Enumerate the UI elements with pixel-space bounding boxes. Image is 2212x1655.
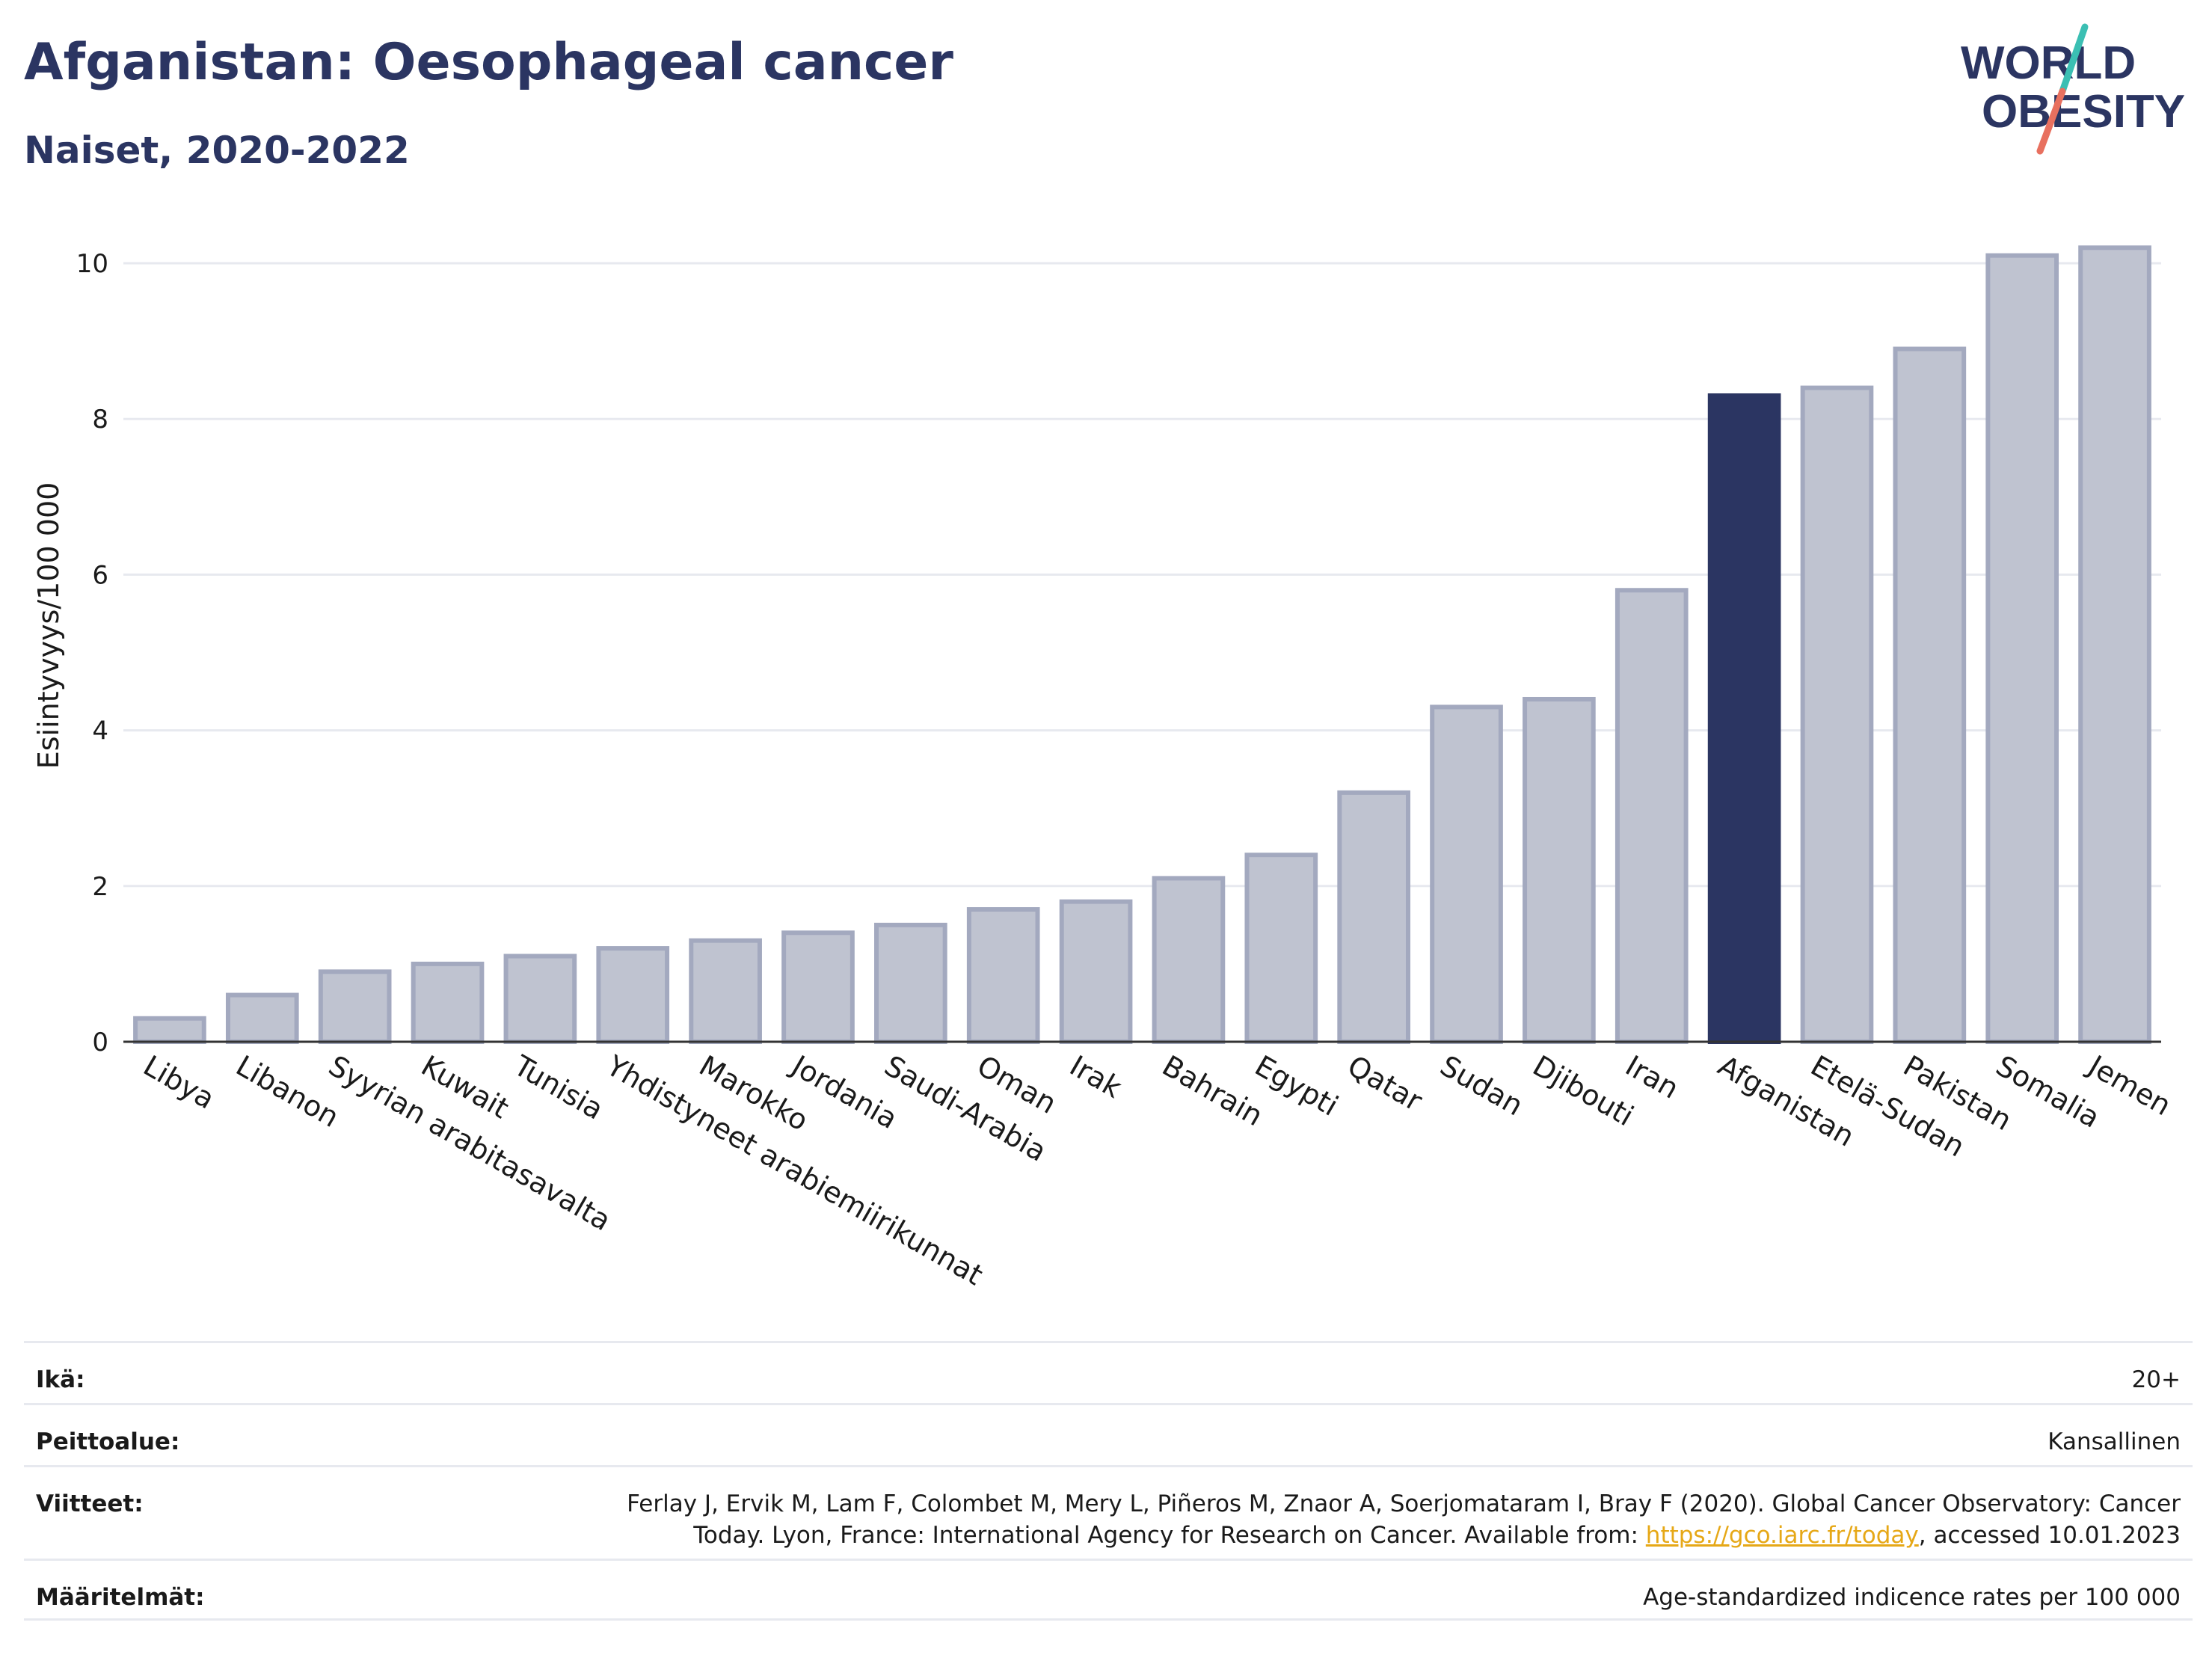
meta-value: Age-standardized indicence rates per 100… — [1643, 1584, 2181, 1611]
x-tick-label: Libanon — [230, 1049, 344, 1134]
bar-afganistan — [1707, 393, 1781, 1044]
x-tick-label: Iran — [1620, 1049, 1684, 1105]
bar-bahrain — [1152, 876, 1226, 1045]
bar-etel-sudan — [1800, 385, 1874, 1044]
x-tick-label: Bahrain — [1157, 1049, 1268, 1133]
y-tick-label: 6 — [92, 560, 108, 590]
page-title: Afganistan: Oesophageal cancer — [24, 33, 953, 92]
y-tick-label: 10 — [76, 249, 108, 279]
bar-marokko — [689, 938, 762, 1044]
y-axis-title: Esiintyvyys/100 000 — [32, 482, 65, 770]
x-tick-label: Djibouti — [1527, 1049, 1639, 1133]
x-tick-label: Qatar — [1342, 1049, 1428, 1118]
y-tick-label: 4 — [92, 716, 108, 746]
bar-saudi-arabia — [874, 922, 947, 1045]
meta-value: Ferlay J, Ervik M, Lam F, Colombet M, Me… — [627, 1467, 2181, 1551]
bar-irak — [1059, 899, 1133, 1044]
meta-label: Ikä: — [36, 1366, 85, 1393]
x-tick-label: Irak — [1064, 1049, 1127, 1105]
bar-libanon — [225, 992, 299, 1044]
meta-label: Peittoalue: — [36, 1428, 180, 1455]
logo-slash-teal — [2059, 23, 2089, 95]
meta-row-age: Ikä: 20+ — [24, 1341, 2193, 1403]
y-tick-label: 8 — [92, 405, 108, 435]
x-tick-label: Etelä-Sudan — [1805, 1049, 1970, 1164]
meta-row-coverage: Peittoalue: Kansallinen — [24, 1403, 2193, 1465]
world-obesity-logo: WORLD OBESITY — [1961, 23, 2185, 155]
x-tick-label: Sudan — [1435, 1049, 1529, 1123]
bar-djibouti — [1523, 696, 1596, 1044]
y-tick-label: 2 — [92, 872, 108, 902]
bar-iran — [1615, 588, 1689, 1044]
bar-kuwait — [411, 961, 485, 1045]
bar-syyrian-arabitasavalta — [318, 969, 392, 1045]
bar-tunisia — [503, 954, 577, 1044]
logo-slash-coral — [2036, 87, 2066, 155]
bar-sudan — [1430, 704, 1503, 1045]
reference-link[interactable]: https://gco.iarc.fr/today — [1645, 1522, 1919, 1549]
meta-label: Määritelmät: — [36, 1584, 205, 1611]
reference-line1: Ferlay J, Ervik M, Lam F, Colombet M, Me… — [627, 1490, 2181, 1517]
bar-libya — [133, 1016, 206, 1045]
x-tick-label: Tunisia — [508, 1048, 609, 1126]
meta-row-definitions: Määritelmät: Age-standardized indicence … — [24, 1559, 2193, 1621]
bar-somalia — [1985, 253, 2059, 1045]
bar-pakistan — [1893, 346, 1967, 1044]
x-tick-label: Libya — [138, 1049, 220, 1116]
bar-qatar — [1337, 790, 1410, 1045]
logo-line1: WORLD — [1961, 37, 2136, 89]
meta-row-references: Viitteet: Ferlay J, Ervik M, Lam F, Colo… — [24, 1465, 2193, 1559]
metadata-table: Ikä: 20+ Peittoalue: Kansallinen Viittee… — [24, 1341, 2193, 1621]
y-tick-label: 0 — [92, 1028, 108, 1057]
bar-jemen — [2078, 245, 2151, 1045]
bar-egypti — [1244, 853, 1318, 1044]
logo-line2: OBESITY — [1982, 86, 2185, 138]
page-subtitle: Naiset, 2020-2022 — [24, 129, 410, 172]
reference-line2-pre: Today. Lyon, France: International Agenc… — [693, 1522, 1646, 1549]
bar-jordania — [781, 930, 855, 1045]
bar-oman — [966, 907, 1040, 1044]
reference-line2-post: , accessed 10.01.2023 — [1918, 1522, 2181, 1549]
meta-value: Kansallinen — [2047, 1428, 2181, 1455]
bar-yhdistyneet-arabiemiirikunnat — [596, 946, 670, 1044]
meta-value: 20+ — [2131, 1366, 2181, 1393]
meta-label: Viitteet: — [36, 1490, 144, 1517]
